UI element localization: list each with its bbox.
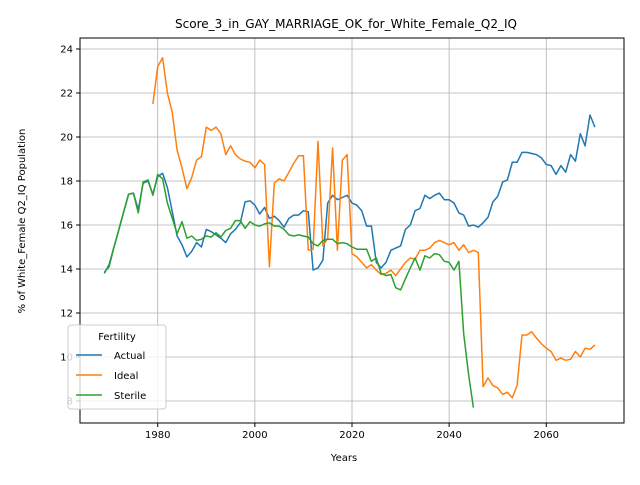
y-axis-label: % of White_Female Q2_IQ Population xyxy=(17,129,28,314)
series-lines xyxy=(103,57,596,408)
legend-label-actual: Actual xyxy=(114,351,145,362)
x-tick-label: 2020 xyxy=(339,430,364,441)
x-tick-label: 2040 xyxy=(436,430,461,441)
axis-ticks: 1980200020202040206081012141618202224 xyxy=(60,45,559,442)
legend-label-ideal: Ideal xyxy=(114,371,138,382)
y-tick-label: 24 xyxy=(60,45,73,56)
legend: Fertility Actual Ideal Sterile xyxy=(67,324,167,410)
legend-label-sterile: Sterile xyxy=(114,391,146,402)
series-line-sterile xyxy=(103,173,475,408)
chart-title: Score_3_in_GAY_MARRIAGE_OK_for_White_Fem… xyxy=(175,17,517,31)
legend-title: Fertility xyxy=(98,332,136,343)
x-axis-label: Years xyxy=(330,453,357,464)
y-tick-label: 20 xyxy=(60,133,73,144)
legend-box xyxy=(67,324,167,410)
legend-items: Actual Ideal Sterile xyxy=(76,351,146,402)
y-tick-label: 18 xyxy=(60,177,73,188)
x-tick-label: 2000 xyxy=(242,430,267,441)
y-tick-label: 16 xyxy=(60,221,73,232)
x-tick-label: 1980 xyxy=(145,430,170,441)
y-tick-label: 10 xyxy=(60,353,73,364)
series-line-ideal xyxy=(152,57,596,399)
grid xyxy=(80,38,624,423)
y-tick-label: 12 xyxy=(60,309,73,320)
y-tick-label: 14 xyxy=(60,265,73,276)
y-tick-label: 22 xyxy=(60,89,73,100)
x-tick-label: 2060 xyxy=(534,430,559,441)
